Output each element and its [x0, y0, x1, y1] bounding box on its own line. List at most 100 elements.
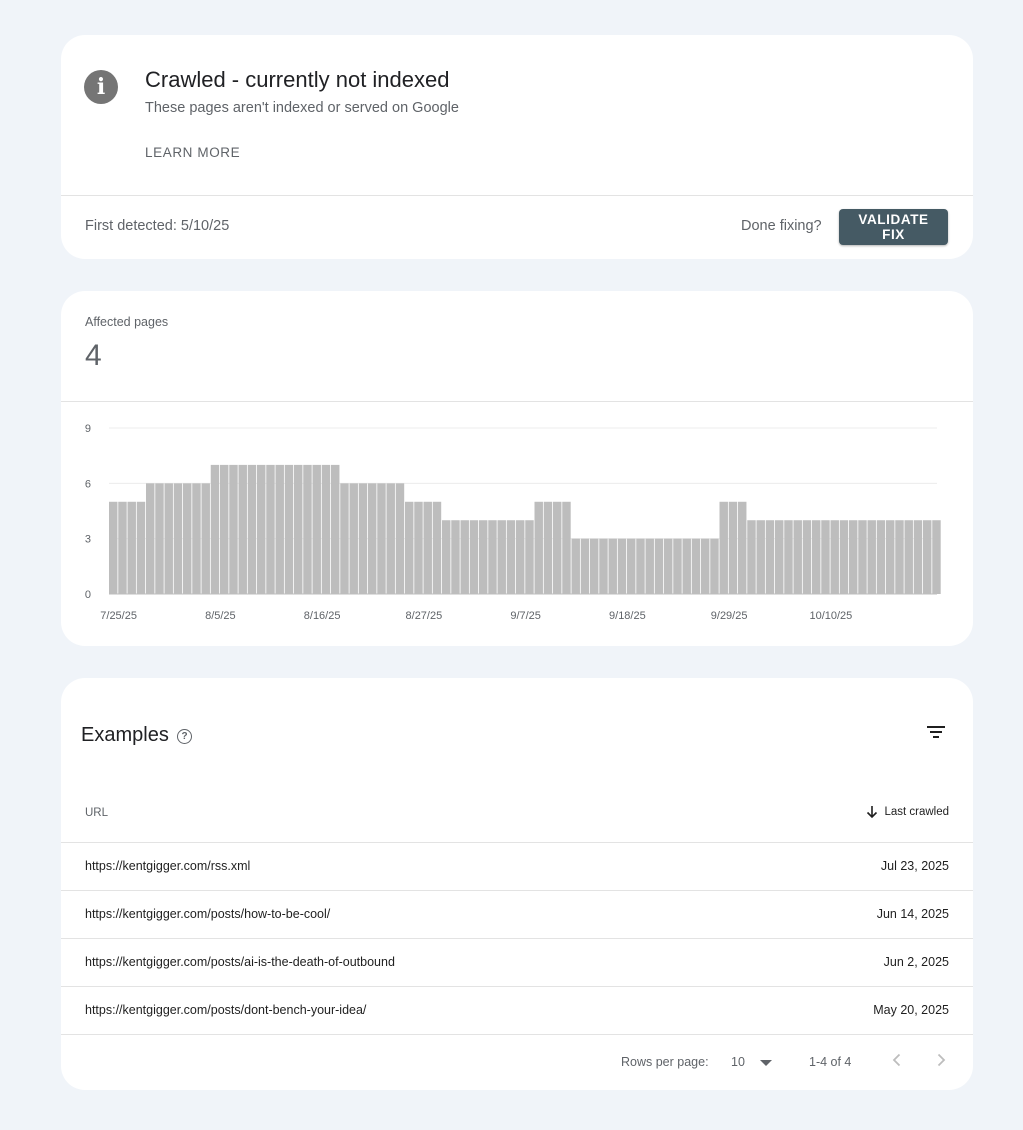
chart-bar [636, 538, 645, 594]
chart-bar [238, 464, 247, 594]
chart-bar [303, 464, 312, 594]
chart-bar [534, 501, 543, 594]
chart-bar [812, 520, 821, 594]
row-url: https://kentgigger.com/rss.xml [85, 859, 251, 873]
chart-bar [229, 464, 238, 594]
chart-bar [590, 538, 599, 594]
chart-bar [109, 501, 118, 594]
chart-bar [701, 538, 710, 594]
chart-bar [155, 483, 164, 594]
chart-bar [460, 520, 469, 594]
divider [61, 401, 973, 402]
chart-bar [164, 483, 173, 594]
chart-bar [710, 538, 719, 594]
chevron-left-icon[interactable] [887, 1050, 907, 1070]
chart-bar [756, 520, 765, 594]
y-tick-label: 9 [85, 423, 91, 435]
chart-bar [673, 538, 682, 594]
chart-bar [784, 520, 793, 594]
chart-bar [627, 538, 636, 594]
row-date: Jun 14, 2025 [876, 907, 949, 921]
issue-subtitle: These pages aren't indexed or served on … [145, 100, 459, 116]
help-icon[interactable]: ? [177, 729, 192, 744]
chart-bar [895, 520, 904, 594]
affected-pages-card: Affected pages 4 0 3 6 9 7/25/25 8/5/25 8/16/2… [61, 291, 973, 646]
examples-card: Examples ? URL Last crawled https://kent… [61, 678, 973, 1090]
chart-bar [321, 464, 331, 594]
row-date: May 20, 2025 [873, 1003, 949, 1017]
first-detected-text: First detected: 5/10/25 [85, 218, 230, 234]
chart-bar [312, 464, 321, 594]
affected-pages-label: Affected pages [85, 315, 169, 329]
x-tick-label: 9/29/25 [711, 610, 748, 622]
chart-bar [543, 501, 553, 594]
divider [61, 1034, 973, 1035]
chart-bar [562, 501, 571, 594]
validate-fix-button[interactable]: VALIDATE FIX [839, 209, 948, 245]
affected-pages-chart: 0 3 6 9 7/25/25 8/5/25 8/16/25 8/27/25 9/7/25 9/1… [85, 423, 941, 622]
chart-bar [738, 501, 747, 594]
examples-title: Examples [81, 724, 169, 746]
x-tick-label: 10/10/25 [809, 610, 852, 622]
rows-per-page-select[interactable]: 10 [731, 1055, 745, 1069]
chart-bar [257, 464, 266, 594]
chart-bar [488, 520, 497, 594]
chart-bar [516, 520, 525, 594]
chart-bar [765, 520, 775, 594]
chart-bar [876, 520, 886, 594]
x-tick-label: 7/25/25 [100, 610, 137, 622]
chart-bar [923, 520, 932, 594]
chart-bar [497, 520, 506, 594]
caret-down-icon[interactable] [760, 1060, 772, 1066]
table-row[interactable]: https://kentgigger.com/posts/how-to-be-c… [61, 890, 973, 938]
divider [61, 195, 973, 196]
chart-bar [423, 501, 432, 594]
chart-bar [932, 520, 941, 594]
chart-bar [266, 464, 275, 594]
chart-bar [599, 538, 608, 594]
chart-bar [775, 520, 784, 594]
done-fixing-text: Done fixing? [741, 218, 822, 234]
x-tick-label: 8/5/25 [205, 610, 236, 622]
chevron-right-icon[interactable] [931, 1050, 951, 1070]
y-tick-label: 0 [85, 589, 91, 601]
chart-bar [747, 520, 756, 594]
info-icon: i [84, 70, 118, 104]
examples-table: https://kentgigger.com/rss.xml Jul 23, 2… [61, 842, 973, 1034]
chart-bar [294, 464, 303, 594]
chart-bar [719, 501, 728, 594]
y-tick-label: 3 [85, 534, 91, 546]
chart-bar [275, 464, 284, 594]
chart-bar [451, 520, 460, 594]
chart-bar [691, 538, 701, 594]
chart-bar [617, 538, 627, 594]
chart-bar [349, 483, 358, 594]
table-row[interactable]: https://kentgigger.com/rss.xml Jul 23, 2… [61, 842, 973, 890]
chart-bar [358, 483, 368, 594]
learn-more-link[interactable]: LEARN MORE [145, 145, 241, 160]
x-tick-label: 8/27/25 [406, 610, 443, 622]
chart-bar [802, 520, 812, 594]
table-row[interactable]: https://kentgigger.com/posts/dont-bench-… [61, 986, 973, 1034]
chart-bar [839, 520, 849, 594]
filter-icon[interactable] [925, 723, 947, 741]
chart-bar [571, 538, 580, 594]
issue-card: i Crawled - currently not indexed These … [61, 35, 973, 259]
chart-bar [173, 483, 183, 594]
chart-bar [331, 464, 340, 594]
chart-bar [728, 501, 738, 594]
row-url: https://kentgigger.com/posts/ai-is-the-d… [85, 955, 395, 969]
chart-bar [284, 464, 294, 594]
table-row[interactable]: https://kentgigger.com/posts/ai-is-the-d… [61, 938, 973, 986]
chart-bar [210, 464, 220, 594]
chart-bar [664, 538, 673, 594]
chart-bar [608, 538, 617, 594]
chart-bar [913, 520, 923, 594]
chart-bar [127, 501, 136, 594]
chart-bar [405, 501, 414, 594]
column-header-last-crawled[interactable]: Last crawled [866, 805, 949, 819]
chart-bar [469, 520, 479, 594]
chart-bar [858, 520, 867, 594]
x-tick-label: 9/18/25 [609, 610, 646, 622]
chart-bar [821, 520, 830, 594]
